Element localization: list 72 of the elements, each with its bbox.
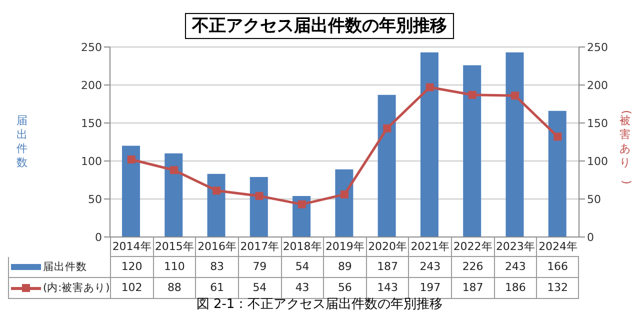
data-label: 110: [152, 257, 196, 277]
point: [554, 132, 562, 141]
point: [255, 192, 264, 200]
data-label: 56: [323, 278, 366, 298]
x-tick-label: 2015年: [152, 237, 196, 257]
y-tick-label: 50: [88, 192, 102, 206]
y-tick-label: 0: [95, 230, 102, 244]
bar: [122, 146, 140, 237]
x-tick-label: 2019年: [323, 237, 366, 257]
x-tick-label: 2021年: [408, 237, 451, 257]
point: [340, 190, 348, 198]
data-label: 83: [195, 257, 238, 277]
x-tick-label: 2024年: [536, 237, 579, 257]
legend-label: (内:被害あり): [43, 281, 110, 295]
x-tick-label: 2016年: [195, 237, 238, 257]
point: [426, 83, 434, 92]
y2-axis-title: (被害あり): [620, 110, 633, 184]
y2-tick-label: 150: [587, 116, 608, 130]
data-label: 186: [494, 278, 536, 298]
y2-tick-label: 250: [587, 40, 608, 54]
data-label: 197: [408, 278, 451, 298]
data-label: 166: [536, 257, 579, 277]
data-label: 143: [366, 278, 408, 298]
y2-tick-label: 0: [587, 230, 594, 244]
bar: [463, 65, 482, 237]
data-label: 79: [238, 257, 280, 277]
data-label: 43: [280, 278, 324, 298]
y-tick-label: 150: [81, 116, 102, 130]
point: [298, 200, 306, 208]
data-label: 187: [451, 278, 494, 298]
bar: [548, 110, 566, 237]
data-label: 120: [110, 257, 153, 277]
point: [511, 92, 520, 100]
legend-label: 届出件数: [43, 260, 87, 274]
bar: [335, 169, 354, 237]
data-label: 61: [195, 278, 238, 298]
y-axis-title: 届出件数: [16, 114, 28, 169]
bar: [207, 174, 226, 237]
chart-title: 不正アクセス届出件数の年別推移: [185, 13, 454, 39]
point: [468, 90, 476, 99]
data-label: 187: [366, 257, 408, 277]
y2-tick-label: 100: [587, 154, 608, 168]
y-tick-label: 250: [81, 40, 102, 54]
data-label: 226: [451, 257, 494, 277]
x-tick-label: 2014年: [110, 237, 153, 257]
x-tick-label: 2020年: [366, 237, 408, 257]
x-tick-label: 2018年: [280, 237, 324, 257]
data-label: 243: [494, 257, 536, 277]
x-tick-label: 2017年: [238, 237, 280, 257]
bar: [420, 52, 438, 237]
x-tick-label: 2022年: [451, 237, 494, 257]
point: [212, 186, 221, 195]
x-tick-label: 2023年: [494, 237, 536, 257]
data-label: 102: [110, 278, 153, 298]
data-label: 54: [280, 257, 324, 277]
point: [383, 124, 392, 132]
y2-tick-label: 200: [587, 78, 608, 92]
y-tick-label: 200: [81, 78, 102, 92]
point: [127, 155, 136, 164]
caption: 図 2-1：不正アクセス届出件数の年別推移: [195, 296, 444, 313]
point: [170, 166, 178, 174]
bar: [250, 176, 268, 237]
bar: [164, 153, 183, 237]
data-label: 243: [408, 257, 451, 277]
bar: [506, 52, 524, 237]
y2-tick-label: 50: [587, 192, 601, 206]
bar: [378, 94, 396, 237]
data-label: 132: [536, 278, 579, 298]
y-tick-label: 100: [81, 154, 102, 168]
data-label: 88: [152, 278, 196, 298]
data-label: 89: [323, 257, 366, 277]
data-label: 54: [238, 278, 280, 298]
